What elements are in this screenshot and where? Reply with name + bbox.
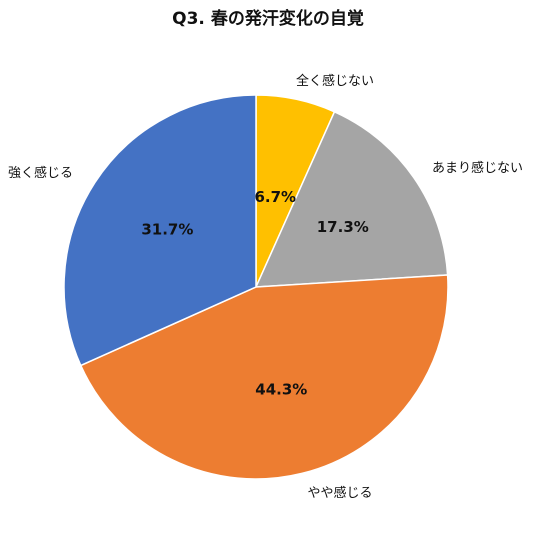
slice-category-label: 強く感じる	[8, 165, 73, 181]
slice-category-label: やや感じる	[307, 485, 372, 501]
slice-value-label: 44.3%	[255, 381, 307, 399]
pie-slices	[63, 94, 449, 480]
pie-slice-4	[63, 94, 257, 367]
slice-value-label: 6.7%	[254, 188, 296, 206]
chart-title: Q3. 春の発汗変化の自覚	[172, 8, 364, 29]
slice-category-label: あまり感じない	[432, 160, 523, 176]
pie-value-labels: 6.7% 17.3% 44.3% 31.7%	[141, 188, 368, 399]
slice-value-label: 31.7%	[141, 221, 193, 239]
pie-slice-3	[79, 274, 449, 480]
slice-value-label: 17.3%	[317, 218, 369, 236]
pie-slice-2	[254, 110, 449, 288]
slice-category-label: 全く感じない	[296, 73, 374, 89]
